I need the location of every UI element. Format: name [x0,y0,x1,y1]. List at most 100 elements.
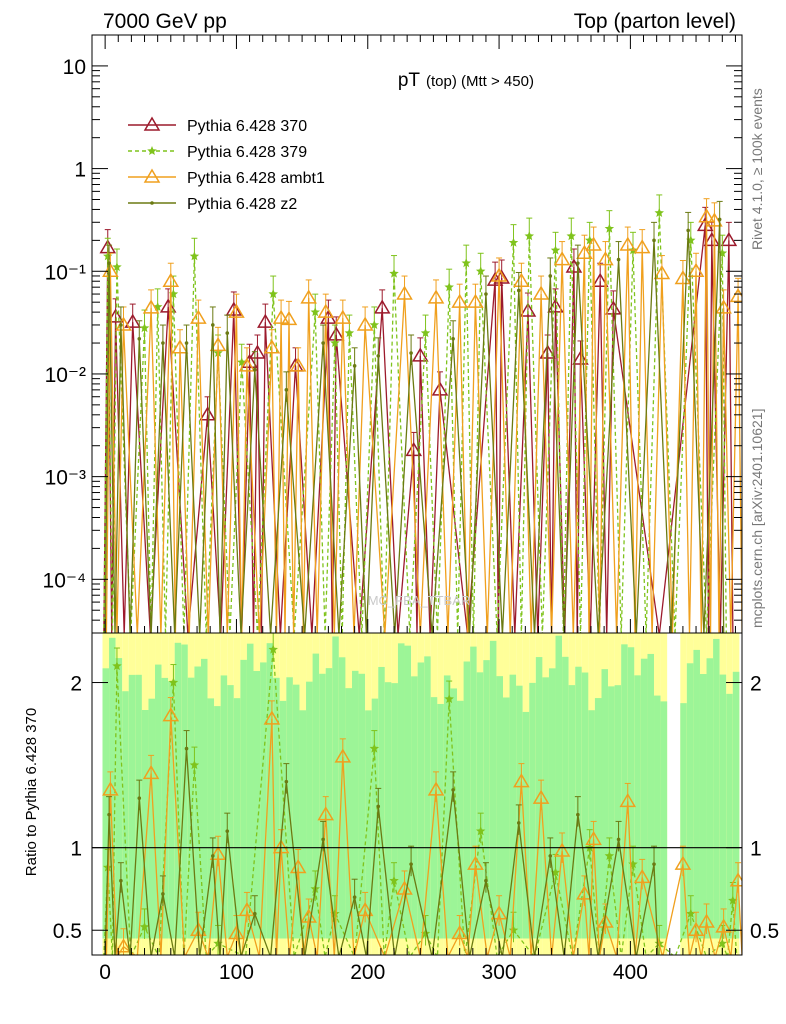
ratio-point [633,868,651,884]
uncertainty-band-inner [253,670,261,939]
ratio-point [619,792,637,808]
main-point [493,269,511,284]
uncertainty-band-inner [109,637,116,939]
main-point [112,262,122,272]
main-point [717,217,722,222]
main-point [516,288,521,293]
ratio-point [189,760,200,770]
ratio-ytick-label-right: 2 [750,673,762,696]
uncertainty-band-inner [148,698,156,939]
main-point [317,303,335,318]
ratio-point [451,788,455,792]
main-point [519,302,537,317]
ratio-panel: 2 2 1 1 0.5 0.5 0 100 200 300 400 Ratio to Pythia… [23,35,779,984]
main-point [467,293,484,308]
ratio-point [728,895,738,905]
main-point [253,367,257,372]
legend-marker [147,146,157,155]
ratio-point [576,885,593,900]
uncertainty-band-inner [411,676,418,939]
ratio-point [451,925,468,940]
ratio-point [686,908,696,918]
main-series-pythia-6-428-z2 [104,200,725,633]
uncertainty-band-inner [214,706,221,939]
main-point [189,251,200,261]
main-ytick-label: 10⁻⁴ [43,569,86,592]
legend-marker [143,116,161,131]
uncertainty-band-inner [260,662,267,939]
legend-label: Pythia 6.428 370 [187,118,307,135]
main-point [272,309,290,324]
uncertainty-band-inner [102,668,110,939]
ratio-point [330,908,340,918]
uncertainty-band-inner [141,710,149,939]
legend-label: Pythia 6.428 379 [187,144,307,161]
ratio-point [112,661,122,671]
ratio-point [184,746,189,751]
main-ytick-label: 10⁻³ [45,467,86,490]
uncertainty-band-inner [430,697,438,939]
ratio-point [137,796,142,800]
ratio-point [444,694,454,704]
uncertainty-band-inner [660,701,668,939]
main-point [300,289,317,304]
ratio-point [162,707,180,722]
ratio-point [102,781,119,796]
main-point [553,251,571,266]
legend-label: Pythia 6.428 ambt1 [187,170,325,187]
uncertainty-band-inner [476,672,484,939]
ratio-point [107,812,111,817]
main-point [405,441,423,457]
main-point [591,272,609,287]
ratio-point [139,921,150,931]
uncertainty-band-inner [233,698,241,939]
main-point [284,388,289,392]
uncertainty-band-inner [706,658,714,939]
ratio-point [317,806,335,821]
main-point [209,336,227,352]
main-point [171,339,189,354]
main-point [539,344,556,359]
main-point [532,285,550,300]
uncertainty-band-inner [266,643,274,939]
ratio-ytick-label-right: 0.5 [750,920,779,943]
main-point [687,262,705,278]
main-point [484,292,488,296]
main-point [717,248,728,258]
main-point [597,251,614,266]
uncertainty-band-inner [187,677,195,939]
uncertainty-band-inner [194,666,201,939]
legend-marker [150,201,154,205]
main-point [310,307,320,317]
main-ytick-label: 10⁻¹ [45,261,86,284]
uncertainty-band-inner [391,683,398,939]
chart-title: pT [398,70,421,91]
uncertainty-band-inner [246,643,254,939]
uncertainty-band-inner [155,664,162,939]
main-point [619,236,637,251]
ratio-series-pythia-6-428-z2 [104,730,659,955]
ratio-point [321,837,325,842]
ratio-point [652,862,656,866]
ratio-point [300,908,317,923]
ratio-ytick-label-left: 1 [70,838,82,861]
rivet-version-label: Rivet 4.1.0, ≥ 100k events [749,88,765,250]
ratio-point [238,901,256,917]
main-point [653,265,671,280]
ratio-ytick-label-left: 2 [70,673,82,696]
ratio-point [352,895,357,900]
ratio-point [548,854,553,858]
ratio-point [409,862,413,866]
uncertainty-band-inner [227,685,234,939]
main-point [373,299,391,314]
uncertainty-band-inner [345,688,352,939]
uncertainty-band-inner [378,666,385,939]
main-point [103,251,113,261]
ratio-point [268,644,278,654]
main-point [566,231,576,241]
process-label: Top (parton level) [574,10,736,33]
ratio-point [115,938,132,953]
uncertainty-band-inner [581,672,589,939]
uncertainty-band-inner [614,685,622,939]
uncertainty-band-inner [338,657,346,939]
